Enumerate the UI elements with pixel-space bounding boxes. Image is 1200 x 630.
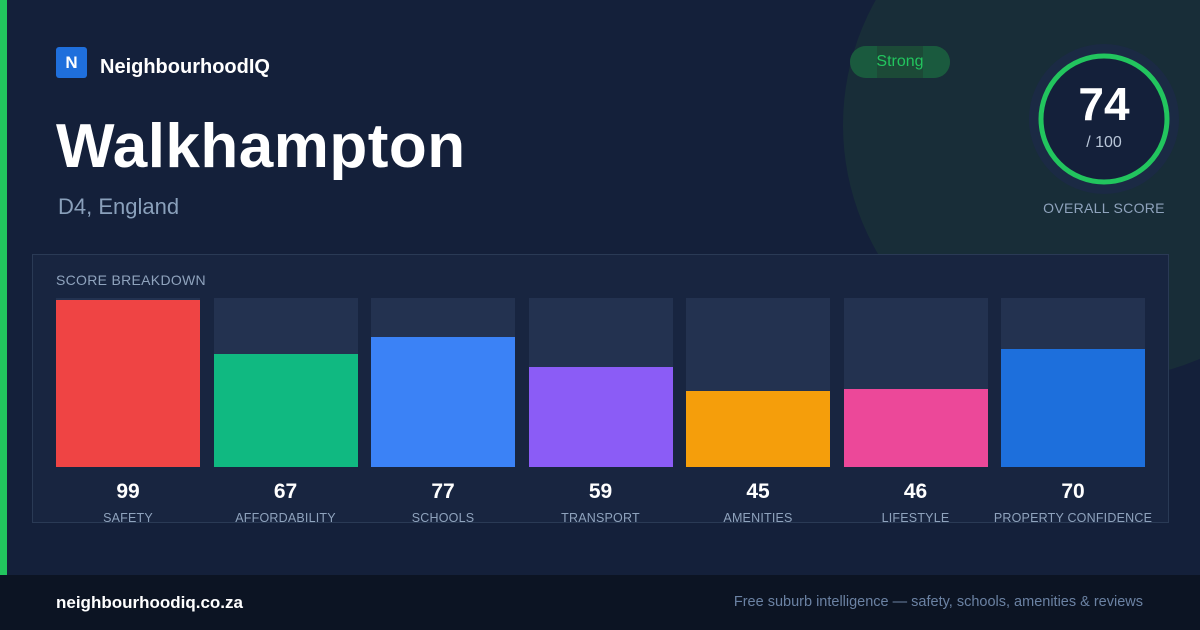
bar-value: 70	[1061, 480, 1085, 503]
bar-fill	[56, 299, 200, 467]
bar-track	[213, 298, 358, 467]
footer-tagline: Free suburb intelligence — safety, schoo…	[733, 594, 1143, 610]
bar-value: 46	[903, 480, 928, 503]
score-breakdown-title: SCORE BREAKDOWN	[56, 272, 206, 288]
bar-fill	[686, 390, 830, 467]
accent-bar	[0, 0, 7, 575]
bar-label: AMENITIES	[723, 511, 793, 525]
footer: neighbourhoodiq.co.za Free suburb intell…	[0, 575, 1200, 630]
bar-track	[528, 298, 673, 467]
overall-score-label: OVERALL SCORE	[1043, 200, 1165, 216]
bar-value: 59	[588, 480, 613, 503]
bar-fill	[1001, 348, 1145, 467]
rating-badge: Strong	[850, 46, 950, 78]
score-bar-amenities: 45 AMENITIES	[686, 298, 830, 525]
bar-fill	[843, 389, 988, 467]
overall-score-value: 74	[1078, 78, 1130, 130]
brand-name: NeighbourhoodIQ	[100, 56, 270, 78]
bar-label: AFFORDABILITY	[235, 511, 336, 525]
bar-fill	[528, 367, 673, 467]
bar-label: SAFETY	[103, 511, 153, 525]
bar-fill	[213, 353, 358, 467]
overall-score-ring: 74 / 100	[1028, 43, 1180, 195]
score-ring-graphic	[1029, 44, 1179, 194]
footer-url[interactable]: neighbourhoodiq.co.za	[56, 593, 243, 612]
bar-label: LIFESTYLE	[881, 511, 950, 525]
score-bar-transport: 59 TRANSPORT	[528, 298, 673, 525]
bar-track	[843, 298, 988, 467]
score-bar-property-confidence: 70 PROPERTY CONFIDENCE	[994, 298, 1152, 525]
bar-value: 99	[116, 480, 140, 503]
logo-mark-icon: N	[56, 47, 87, 78]
bar-track	[686, 298, 830, 467]
bar-track	[56, 298, 200, 467]
brand-logo[interactable]: N NeighbourhoodIQ	[56, 46, 270, 79]
bar-fill	[371, 336, 515, 467]
bar-track	[1001, 298, 1145, 467]
score-bar-lifestyle: 46 LIFESTYLE	[843, 298, 988, 525]
overall-score-denominator: / 100	[1086, 134, 1122, 151]
bar-track	[371, 298, 515, 467]
suburb-location: D4, England	[58, 194, 180, 219]
suburb-title: Walkhampton	[56, 112, 466, 181]
bar-value: 77	[431, 480, 455, 503]
bar-label: SCHOOLS	[411, 511, 475, 525]
bar-value: 45	[746, 480, 770, 503]
score-breakdown-panel: SCORE BREAKDOWN 99 SAFETY 67 AFFORDABILITY 7…	[32, 254, 1169, 525]
rating-badge-label: Strong	[876, 53, 924, 70]
bar-label: PROPERTY CONFIDENCE	[993, 511, 1153, 525]
bar-value: 67	[273, 480, 298, 503]
score-bar-affordability: 67 AFFORDABILITY	[213, 298, 358, 525]
score-bar-safety: 99 SAFETY	[56, 298, 200, 525]
bar-label: TRANSPORT	[561, 511, 640, 525]
score-bar-schools: 77 SCHOOLS	[371, 298, 515, 525]
